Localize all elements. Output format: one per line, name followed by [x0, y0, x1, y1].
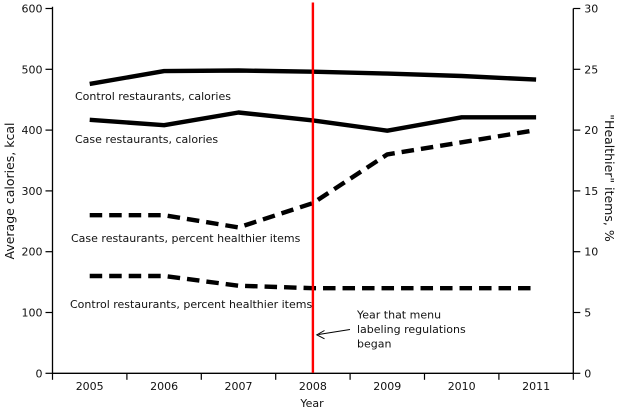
series-label-case-calories: Case restaurants, calories — [75, 133, 218, 146]
annotation-line-2: labeling regulations — [357, 323, 466, 336]
annotation-line-1: Year that menu — [356, 309, 441, 322]
left-axis-tick-label: 500 — [22, 63, 43, 76]
left-axis-tick-label: 200 — [22, 246, 43, 259]
left-axis-title: Average calories, kcal — [2, 123, 17, 260]
left-axis-tick-label: 100 — [22, 307, 43, 320]
series-line-2 — [89, 127, 537, 230]
right-axis-tick-label: 10 — [584, 246, 598, 259]
left-axis-tick-label: 0 — [36, 367, 43, 380]
right-axis-tick-label: 25 — [584, 63, 598, 76]
axes-group: 0 100 200 300 400 500 600 0 5 10 15 20 25 30 2005 2006 2… — [22, 3, 599, 393]
right-axis-tick-label: 20 — [584, 124, 598, 137]
x-axis-tick-label: 2011 — [522, 380, 550, 393]
right-axis-tick-label: 0 — [584, 367, 591, 380]
left-axis-tick-label: 600 — [22, 3, 43, 16]
x-axis-tick-label: 2009 — [373, 380, 401, 393]
right-axis-title: "Healthier" items, % — [602, 114, 617, 242]
left-axis-tick-label: 400 — [22, 124, 43, 137]
right-axis-tick-label: 5 — [584, 307, 591, 320]
series-label-case-healthier: Case restaurants, percent healthier item… — [71, 232, 301, 245]
x-axis-title: Year — [299, 397, 324, 410]
annotation-arrow — [315, 329, 351, 340]
series-label-control-healthier: Control restaurants, percent healthier i… — [70, 298, 312, 311]
x-axis-tick-label: 2005 — [76, 380, 104, 393]
left-axis-tick-label: 300 — [22, 185, 43, 198]
x-axis-tick-label: 2006 — [150, 380, 178, 393]
x-axis-tick-label: 2007 — [225, 380, 253, 393]
x-axis-tick-label: 2010 — [448, 380, 476, 393]
right-axis-tick-label: 30 — [584, 3, 598, 16]
annotation-line-3: began — [357, 338, 391, 351]
x-axis-tick-label: 2008 — [299, 380, 327, 393]
series-label-control-calories: Control restaurants, calories — [75, 90, 231, 103]
right-axis-tick-label: 15 — [584, 185, 598, 198]
